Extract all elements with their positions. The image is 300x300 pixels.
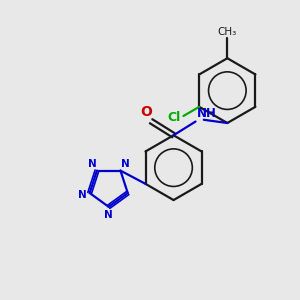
Text: N: N <box>78 190 86 200</box>
Text: Cl: Cl <box>168 111 181 124</box>
Text: N: N <box>88 159 97 169</box>
Text: N: N <box>104 210 113 220</box>
Text: NH: NH <box>197 107 217 120</box>
Text: O: O <box>140 105 152 119</box>
Text: CH₃: CH₃ <box>218 27 237 37</box>
Text: N: N <box>121 159 130 169</box>
